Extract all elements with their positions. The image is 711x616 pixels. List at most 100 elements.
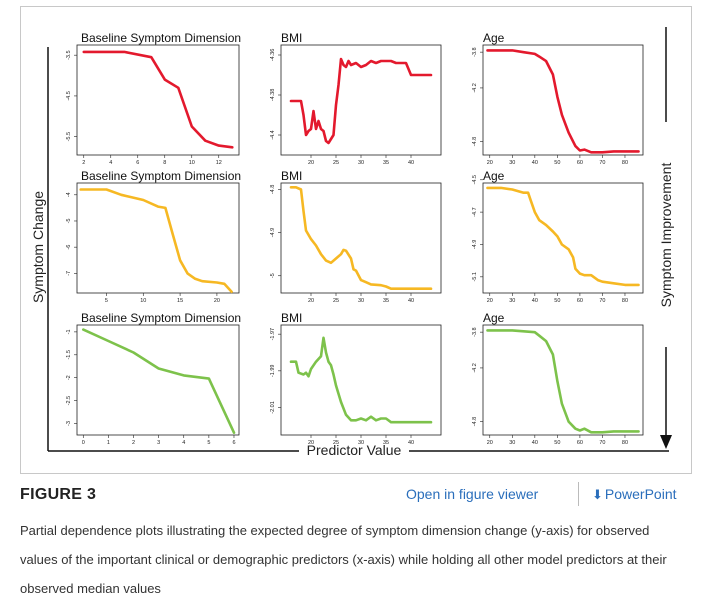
x-tick-label: 6 xyxy=(232,440,235,446)
y-tick-label: -6 xyxy=(66,245,72,250)
x-tick-label: 10 xyxy=(189,160,195,166)
y-tick-label: -4.5 xyxy=(66,91,72,100)
plot-frame xyxy=(280,44,442,156)
x-tick-label: 40 xyxy=(532,160,538,166)
figure-frame: Baseline Symptom Dimension 2 4 6 8 10 12 -3.5 -4… xyxy=(20,6,692,474)
x-tick-label: 20 xyxy=(487,298,493,304)
y-tick-label: -3.8 xyxy=(472,47,478,56)
y-tick-label: -4 xyxy=(66,192,72,197)
x-axis-label: Predictor Value xyxy=(307,442,402,458)
panel-2-3: Age 20 30 40 50 60 70 80 -4.5 -4.7 -4.9 -5.1 xyxy=(472,169,644,304)
y-tick-label: -1.99 xyxy=(270,365,276,378)
x-tick-label: 30 xyxy=(358,160,364,166)
x-tick-label: 20 xyxy=(308,298,314,304)
x-tick-label: 20 xyxy=(487,440,493,446)
panel-title: BMI xyxy=(281,31,302,45)
x-tick-label: 50 xyxy=(554,298,560,304)
x-tick-label: 40 xyxy=(408,160,414,166)
x-tick-label: 30 xyxy=(509,440,515,446)
y-tick-label: -4.36 xyxy=(270,49,276,62)
series-line xyxy=(289,57,433,145)
panel-1-2: BMI 20 25 30 35 40 -4.36 -4.38 -4.4 xyxy=(270,31,442,166)
download-icon: ⬇ xyxy=(592,487,603,502)
plot-frame xyxy=(482,182,644,294)
x-tick-label: 70 xyxy=(599,298,605,304)
y-axis-label: Symptom Change xyxy=(30,191,46,303)
x-tick-label: 25 xyxy=(333,298,339,304)
y-tick-label: -4.4 xyxy=(270,130,276,139)
series-line xyxy=(289,336,433,424)
y-tick-label: -2.5 xyxy=(66,396,72,405)
x-tick-label: 35 xyxy=(383,298,389,304)
y-tick-label: -3.8 xyxy=(472,327,478,336)
series-line xyxy=(81,328,236,435)
x-tick-label: 0 xyxy=(82,440,85,446)
x-tick-label: 80 xyxy=(622,160,628,166)
panel-3-1: Baseline Symptom Dimension 0 1 2 3 4 5 6 -1 -1.5 -… xyxy=(66,311,241,446)
series-line xyxy=(486,186,640,287)
x-tick-label: 40 xyxy=(408,440,414,446)
x-tick-label: 30 xyxy=(509,160,515,166)
panel-title: Age xyxy=(483,169,505,183)
y-tick-label: -3 xyxy=(66,421,72,426)
y-tick-label: -4.8 xyxy=(472,417,478,426)
y-tick-label: -5.1 xyxy=(472,272,478,281)
y-tick-label: -2 xyxy=(66,375,72,380)
figure-label: FIGURE 3 xyxy=(20,486,97,503)
series-line xyxy=(289,186,433,291)
y-tick-label: -7 xyxy=(66,271,72,276)
powerpoint-label: PowerPoint xyxy=(604,486,677,502)
x-tick-label: 5 xyxy=(207,440,210,446)
y-tick-label: -4.8 xyxy=(472,137,478,146)
x-tick-label: 30 xyxy=(358,298,364,304)
x-tick-label: 20 xyxy=(487,160,493,166)
plot-frame xyxy=(280,324,442,436)
y-tick-label: -2.01 xyxy=(270,401,276,414)
x-tick-label: 30 xyxy=(509,298,515,304)
panel-title: Baseline Symptom Dimension xyxy=(81,31,241,45)
y-tick-label: -4.8 xyxy=(270,185,276,194)
x-tick-label: 60 xyxy=(577,298,583,304)
panel-title: Baseline Symptom Dimension xyxy=(81,311,241,325)
x-tick-label: 70 xyxy=(599,440,605,446)
series-line xyxy=(486,49,640,154)
x-tick-label: 10 xyxy=(140,298,146,304)
x-tick-label: 35 xyxy=(383,160,389,166)
x-tick-label: 35 xyxy=(383,440,389,446)
panel-2-1: Baseline Symptom Dimension 5 10 15 20 -4 -5 -6 -… xyxy=(66,169,241,304)
panel-title: Baseline Symptom Dimension xyxy=(81,169,241,183)
panel-title: Age xyxy=(483,311,505,325)
y-tick-label: -1 xyxy=(66,329,72,334)
right-axis-label: Symptom Improvement xyxy=(658,163,674,308)
x-tick-label: 80 xyxy=(622,298,628,304)
x-tick-label: 20 xyxy=(308,440,314,446)
y-tick-label: -4.2 xyxy=(472,83,478,92)
x-tick-label: 20 xyxy=(308,160,314,166)
x-tick-label: 40 xyxy=(532,440,538,446)
x-tick-label: 15 xyxy=(177,298,183,304)
panel-1-3: Age 20 30 40 50 60 70 80 -3.8 -4.2 -4.8 xyxy=(472,31,644,166)
x-tick-label: 40 xyxy=(532,298,538,304)
panel-title: BMI xyxy=(281,169,302,183)
x-tick-label: 3 xyxy=(157,440,160,446)
x-tick-label: 2 xyxy=(82,160,85,166)
series-line xyxy=(82,50,234,149)
panel-1-1: Baseline Symptom Dimension 2 4 6 8 10 12 -3.5 -4… xyxy=(66,31,241,166)
panel-3-2: BMI 20 25 30 35 40 -1.97 -1.99 -2.01 xyxy=(270,311,442,446)
panel-3-3: Age 20 30 40 50 60 70 80 -3.8 -4.2 -4.8 xyxy=(472,311,644,446)
x-tick-label: 50 xyxy=(554,160,560,166)
y-tick-label: -4.2 xyxy=(472,363,478,372)
y-tick-label: -5.5 xyxy=(66,132,72,141)
panel-title: Age xyxy=(483,31,505,45)
powerpoint-download-link[interactable]: ⬇ PowerPoint xyxy=(592,486,677,503)
x-tick-label: 50 xyxy=(554,440,560,446)
x-tick-label: 1 xyxy=(107,440,110,446)
plot-frame xyxy=(482,44,644,156)
plot-frame xyxy=(76,182,240,294)
x-tick-label: 5 xyxy=(105,298,108,304)
series-line xyxy=(486,329,640,434)
open-figure-viewer-link[interactable]: Open in figure viewer xyxy=(406,486,539,502)
figure-caption: Partial dependence plots illustrating th… xyxy=(20,523,667,596)
x-tick-label: 12 xyxy=(216,160,222,166)
series-line xyxy=(79,188,233,294)
